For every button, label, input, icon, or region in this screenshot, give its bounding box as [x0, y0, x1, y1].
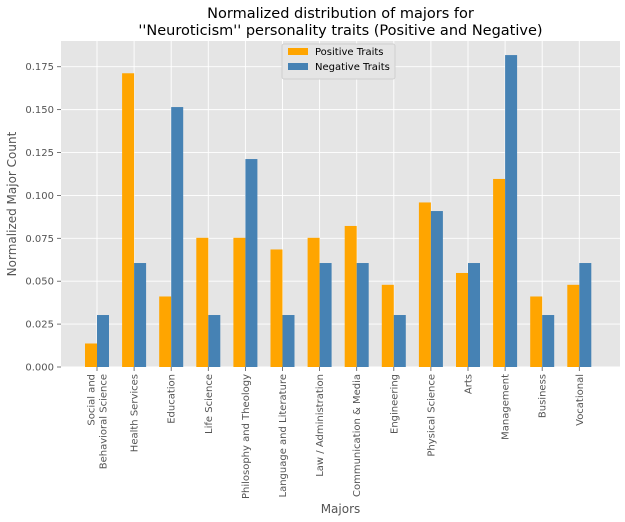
x-tick-label: Health Services: [130, 374, 141, 452]
y-axis-ticks: 0.000 0.025 0.050 0.075 0.100 0.125 0.150 0.175: [25, 62, 61, 374]
y-tick-label: 0.100: [25, 191, 54, 202]
x-tick-label-line: Vocational: [575, 374, 586, 426]
x-tick-label-line: Arts: [464, 374, 475, 394]
bar-negative-6: [319, 263, 332, 367]
x-tick-label-line: Law / Administration: [315, 374, 326, 477]
x-tick-label-line: Philosophy and Theology: [241, 374, 252, 499]
y-tick-label: 0.025: [25, 320, 54, 331]
y-tick-label: 0.150: [25, 105, 54, 116]
x-tick-label: Engineering: [389, 374, 400, 434]
x-tick-label-line: Education: [167, 374, 178, 424]
bar-positive-10: [456, 272, 468, 367]
bar-positive-5: [270, 249, 283, 367]
bar-positive-4: [233, 237, 246, 367]
bar-negative-8: [393, 315, 406, 367]
y-tick-label: 0.000: [25, 363, 54, 374]
bar-positive-11: [493, 178, 506, 367]
x-tick-label-line: Communication & Media: [352, 374, 363, 497]
x-tick-label-line: Physical Science: [426, 374, 437, 457]
bar-negative-12: [542, 315, 555, 367]
x-tick-label: Vocational: [575, 374, 586, 426]
x-tick-label-line: Engineering: [389, 374, 400, 434]
bar-negative-3: [208, 315, 221, 367]
x-tick-label: Business: [538, 374, 549, 418]
chart-title-line-2: ''Neuroticism'' personality traits (Posi…: [138, 23, 542, 39]
bar-negative-11: [505, 55, 518, 368]
bar-negative-2: [171, 107, 184, 367]
x-tick-label: Philosophy and Theology: [241, 374, 252, 499]
legend-swatch-negative: [288, 63, 308, 70]
y-tick-label: 0.075: [25, 234, 54, 245]
x-tick-label: Law / Administration: [315, 374, 326, 477]
x-axis-ticks: Social and Behavioral Science Health Servi…: [87, 367, 586, 499]
legend-swatch-positive: [288, 48, 308, 55]
chart-title-line-1: Normalized distribution of majors for: [207, 6, 474, 22]
bar-negative-13: [579, 263, 592, 367]
bars: [85, 55, 592, 368]
bar-negative-5: [282, 315, 295, 367]
x-tick-label-line: Language and Literature: [278, 374, 289, 498]
bar-positive-7: [344, 225, 357, 367]
x-tick-label-line: Business: [538, 374, 549, 418]
y-tick-label: 0.125: [25, 148, 54, 159]
bar-negative-7: [356, 263, 369, 367]
bar-positive-13: [567, 284, 580, 367]
bar-positive-1: [122, 73, 135, 368]
bar-positive-2: [159, 296, 172, 367]
bar-negative-9: [430, 211, 443, 367]
legend: Positive Traits Negative Traits: [281, 43, 396, 80]
x-tick-label: Physical Science: [426, 374, 437, 457]
y-tick-label: 0.050: [25, 277, 54, 288]
x-tick-label: Communication & Media: [352, 374, 363, 497]
x-tick-label-line: Behavioral Science: [99, 374, 110, 469]
bar-positive-9: [418, 202, 431, 367]
legend-label-positive: Positive Traits: [315, 47, 384, 58]
x-axis-label: Majors: [321, 502, 361, 516]
bar-negative-1: [134, 263, 147, 367]
x-tick-label: Management: [501, 374, 512, 440]
x-tick-label: Life Science: [204, 374, 215, 434]
y-tick-label: 0.175: [25, 62, 54, 73]
x-tick-label-line: Health Services: [130, 374, 141, 452]
x-tick-label: Social and Behavioral Science: [87, 374, 110, 469]
x-tick-label: Education: [167, 374, 178, 424]
bar-positive-8: [381, 284, 394, 367]
bar-positive-3: [196, 237, 209, 367]
x-tick-label-line: Management: [501, 374, 512, 440]
plot-background: [61, 41, 620, 367]
x-tick-label-line: Life Science: [204, 374, 215, 434]
bar-positive-6: [307, 237, 320, 367]
legend-label-negative: Negative Traits: [315, 62, 390, 73]
bar-positive-12: [530, 296, 543, 367]
x-tick-label: Arts: [464, 374, 475, 394]
bar-positive-0: [85, 343, 97, 367]
legend-box: [281, 43, 396, 80]
x-tick-label-line: Social and: [87, 374, 98, 426]
bar-negative-4: [245, 159, 258, 367]
bar-negative-0: [97, 315, 109, 367]
x-tick-label: Language and Literature: [278, 374, 289, 498]
y-axis-label: Normalized Major Count: [5, 131, 19, 276]
bar-negative-10: [468, 263, 480, 367]
